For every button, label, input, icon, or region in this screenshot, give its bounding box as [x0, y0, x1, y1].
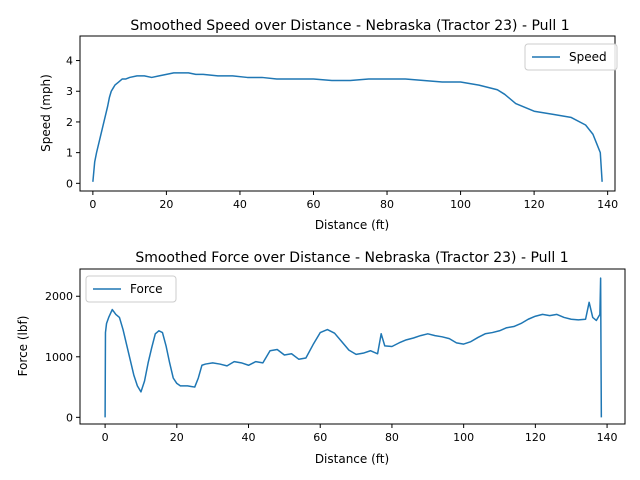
force-chart: Smoothed Force over Distance - Nebraska …	[16, 250, 626, 466]
speed-x-tick-label: 140	[597, 198, 618, 211]
speed-plot-frame	[79, 35, 616, 192]
speed-y-tick-label: 2	[66, 116, 73, 129]
force-y-axis-label: Force (lbf)	[16, 316, 30, 377]
force-x-tick-label: 100	[453, 431, 474, 444]
force-x-axis-label: Distance (ft)	[315, 452, 389, 466]
speed-y-ticks: 0 1 2 3 4	[66, 55, 80, 190]
speed-x-axis-label: Distance (ft)	[315, 218, 389, 232]
force-y-tick-label: 2000	[45, 290, 73, 303]
speed-x-ticks: 0 20 40 60 80 100 120 140	[89, 191, 618, 211]
speed-x-tick-label: 80	[380, 198, 394, 211]
force-legend: Force	[85, 275, 177, 303]
speed-legend-box	[524, 43, 618, 71]
force-y-tick-label: 0	[66, 411, 73, 424]
force-legend-label: Force	[130, 282, 162, 296]
force-x-tick-label: 40	[242, 431, 256, 444]
speed-chart: Smoothed Speed over Distance - Nebraska …	[39, 18, 618, 232]
force-x-tick-label: 60	[313, 431, 327, 444]
speed-x-tick-label: 20	[159, 198, 173, 211]
force-x-tick-label: 0	[102, 431, 109, 444]
force-x-tick-label: 140	[597, 431, 618, 444]
force-x-tick-label: 120	[525, 431, 546, 444]
speed-x-tick-label: 120	[524, 198, 545, 211]
speed-x-tick-label: 100	[450, 198, 471, 211]
force-plot-frame	[79, 268, 626, 425]
speed-x-tick-label: 0	[89, 198, 96, 211]
speed-y-tick-label: 4	[66, 55, 73, 68]
speed-series-line	[92, 72, 603, 182]
speed-y-tick-label: 0	[66, 177, 73, 190]
speed-y-tick-label: 1	[66, 147, 73, 160]
force-chart-title: Smoothed Force over Distance - Nebraska …	[135, 250, 568, 266]
speed-y-tick-label: 3	[66, 85, 73, 98]
force-y-tick-label: 1000	[45, 351, 73, 364]
force-x-tick-label: 20	[170, 431, 184, 444]
force-series-line	[104, 277, 603, 418]
speed-legend-label: Speed	[569, 50, 607, 64]
speed-x-tick-label: 40	[233, 198, 247, 211]
force-legend-box	[85, 275, 177, 303]
speed-x-tick-label: 60	[306, 198, 320, 211]
speed-legend: Speed	[524, 43, 618, 71]
force-x-tick-label: 80	[385, 431, 399, 444]
force-y-ticks: 0 1000 2000	[45, 290, 80, 424]
speed-chart-title: Smoothed Speed over Distance - Nebraska …	[130, 18, 569, 34]
speed-y-axis-label: Speed (mph)	[39, 74, 53, 152]
force-x-ticks: 0 20 40 60 80 100 120 140	[102, 424, 618, 444]
